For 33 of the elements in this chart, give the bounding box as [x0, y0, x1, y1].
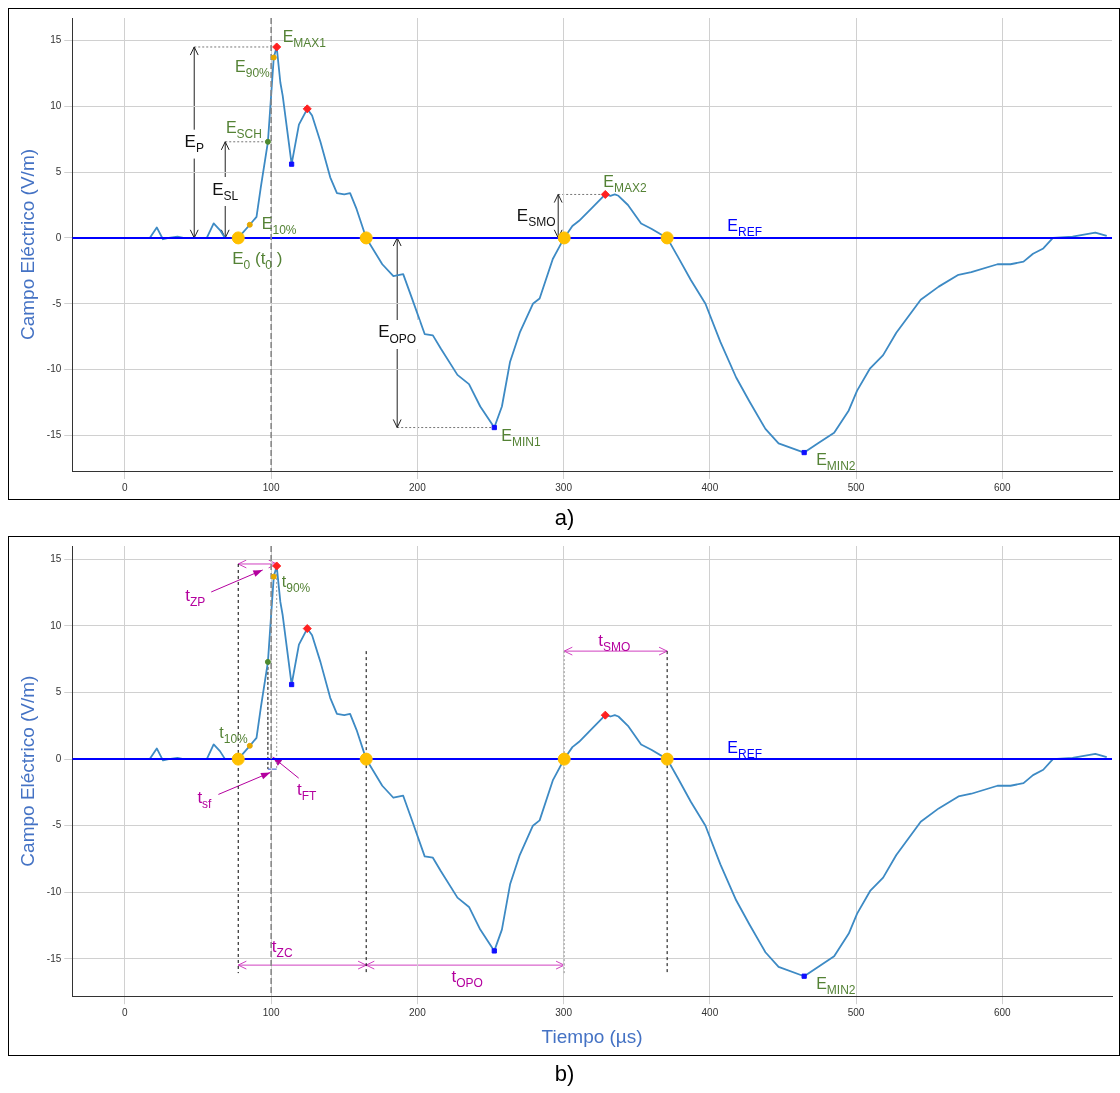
y-tick-label: 5: [55, 686, 62, 698]
x-tick-label: 0: [122, 481, 129, 493]
x-tick-label: 100: [262, 1006, 280, 1018]
x-tick-label: 400: [701, 1006, 719, 1018]
y-tick-label: -10: [46, 886, 62, 898]
text: b): [553, 1060, 576, 1088]
y-tick-label: -15: [46, 952, 62, 964]
x-tick-label: 0: [122, 1006, 129, 1018]
y-tick-label: 15: [50, 34, 62, 46]
y-axis-title: Campo Eléctrico (V/m): [16, 148, 38, 341]
text: a): [553, 504, 576, 532]
x-tick-label: 100: [262, 481, 280, 493]
y-tick-label: 10: [50, 619, 62, 631]
y-tick-label: 5: [55, 165, 62, 177]
y-tick-label: 0: [55, 752, 62, 764]
y-tick-label: -5: [52, 819, 62, 831]
x-tick-label: 200: [409, 1006, 427, 1018]
x-tick-label: 300: [555, 481, 573, 493]
y-axis-title: Campo Eléctrico (V/m): [16, 675, 38, 867]
y-tick-label: 0: [55, 231, 62, 243]
y-tick-label: -5: [52, 297, 62, 309]
x-tick-label: 400: [701, 481, 719, 493]
x-tick-label: 300: [555, 1006, 573, 1018]
x-tick-label: 600: [993, 481, 1012, 493]
x-tick-label: 500: [847, 1006, 865, 1018]
y-tick-label: 10: [50, 99, 62, 111]
x-tick-label: 600: [993, 1006, 1012, 1018]
x-axis-title: Tiempo (µs): [541, 1025, 643, 1047]
y-tick-label: -15: [46, 429, 62, 441]
y-tick-label: -10: [46, 363, 62, 375]
y-tick-label: 15: [50, 553, 62, 565]
x-tick-label: 500: [847, 481, 865, 493]
x-tick-label: 200: [409, 481, 427, 493]
